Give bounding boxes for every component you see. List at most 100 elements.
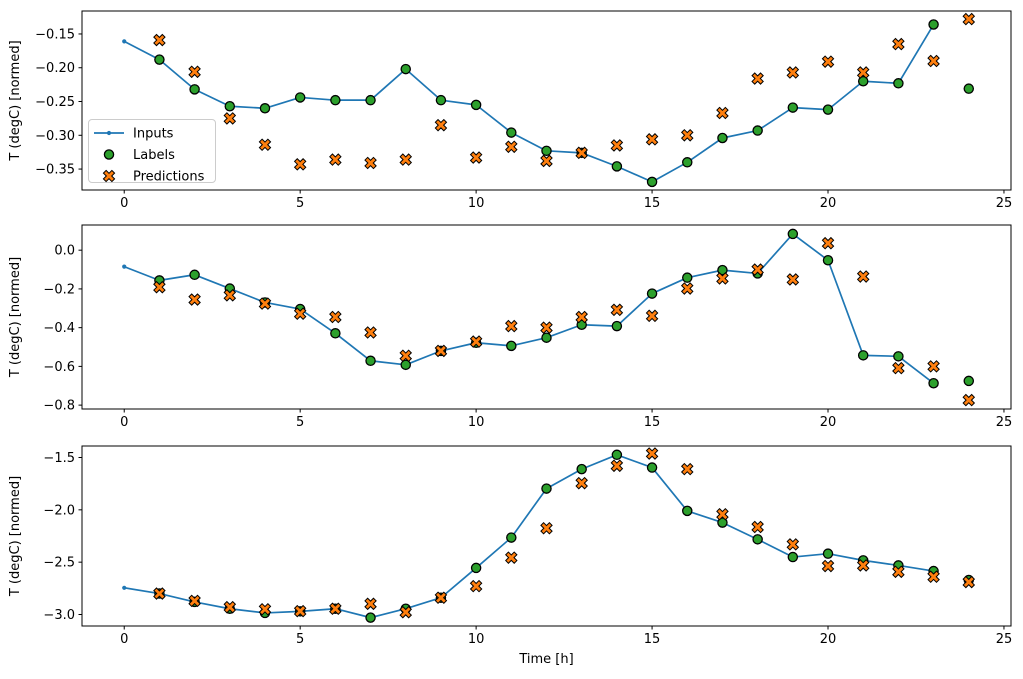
subplot-2: 0 5 10 15 20 25 0.0 −0.2 −0.4 −0.6 −0.8 T (degC) [n… (8, 224, 1013, 430)
predictions-marker (786, 66, 800, 79)
predictions-marker (680, 282, 694, 295)
labels-marker (822, 548, 834, 559)
predictions-marker (856, 270, 870, 283)
labels-marker (787, 551, 799, 563)
labels-marker (400, 63, 411, 75)
predictions-marker (223, 289, 237, 302)
x-tick-label: 25 (996, 632, 1013, 647)
y-tick-label: −0.2 (43, 282, 75, 297)
labels-marker (822, 255, 834, 266)
predictions-marker (188, 65, 201, 79)
subplot-1: 0 5 10 15 20 25 −0.15 −0.20 −0.25 −0.30 −0.35 T (de… (8, 10, 1012, 211)
predictions-marker (716, 507, 729, 521)
predictions-marker (751, 263, 764, 276)
predictions-marker (469, 151, 483, 164)
legend-box (88, 119, 216, 183)
y-tick-label: −0.4 (43, 321, 75, 336)
labels-marker (682, 157, 693, 168)
labels-marker (611, 449, 623, 461)
labels-marker (717, 132, 728, 144)
legend: Inputs Labels Predictions (88, 119, 216, 185)
predictions-marker (258, 297, 272, 310)
predictions-marker (469, 335, 483, 348)
x-tick-label: 20 (820, 632, 837, 647)
labels-marker (963, 375, 975, 387)
predictions-marker (962, 393, 976, 407)
legend-entry-labels: Labels (103, 148, 175, 163)
labels-marker (822, 104, 834, 115)
predictions-marker (434, 344, 448, 358)
predictions-marker (364, 156, 377, 170)
labels-marker (541, 332, 552, 343)
x-tick-label: 25 (996, 415, 1013, 430)
x-tick-label: 20 (820, 196, 837, 211)
labels-marker (893, 351, 904, 362)
labels-marker (541, 145, 552, 157)
predictions-marker (892, 361, 905, 375)
labels-marker (470, 562, 482, 574)
x-tick-label: 0 (120, 415, 128, 430)
labels-marker (893, 78, 904, 89)
y-tick-label: −0.30 (35, 129, 75, 144)
predictions-marker (927, 54, 940, 68)
labels-marker (752, 534, 763, 545)
predictions-marker (505, 551, 518, 564)
x-axis-label: Time [h] (518, 652, 573, 667)
labels-marker (682, 505, 693, 517)
predictions-marker (751, 72, 764, 85)
predictions-marker (329, 602, 342, 616)
legend-entry-predictions: Predictions (102, 170, 205, 185)
predictions-marker (962, 575, 976, 589)
x-tick-label: 20 (820, 415, 837, 430)
labels-marker (576, 463, 587, 475)
legend-labels-marker-sample (103, 149, 115, 160)
labels-marker (646, 176, 658, 188)
legend-entry-label: Labels (133, 148, 175, 163)
predictions-marker (610, 459, 624, 473)
x-tick-label: 15 (644, 196, 661, 211)
labels-marker (470, 99, 482, 111)
predictions-marker (364, 326, 377, 339)
predictions-marker (329, 310, 342, 324)
plot-border (81, 445, 1012, 627)
labels-marker (928, 377, 939, 389)
predictions-marker (540, 321, 553, 334)
labels-marker (330, 94, 341, 106)
labels-marker (611, 320, 623, 332)
predictions-marker (434, 591, 448, 605)
predictions-marker (223, 112, 237, 125)
labels-marker (435, 94, 447, 106)
predictions-marker (645, 447, 659, 460)
predictions-marker (716, 272, 729, 285)
predictions-marker (364, 597, 377, 611)
legend-entry-label: Inputs (133, 127, 174, 142)
inputs-line (123, 23, 935, 183)
predictions-marker (575, 310, 588, 324)
predictions-marker (821, 236, 835, 250)
y-tick-label: −0.15 (35, 27, 75, 42)
y-tick-label: −3.0 (43, 608, 75, 623)
labels-marker (963, 83, 975, 94)
predictions-marker (575, 146, 588, 160)
x-tick-label: 5 (296, 196, 304, 211)
labels-marker (224, 100, 236, 112)
predictions-marker (505, 319, 518, 333)
predictions-marker (399, 349, 413, 363)
inputs-marker (122, 585, 127, 590)
labels-marker (646, 288, 658, 299)
y-tick-label: −0.35 (35, 163, 75, 178)
labels-marker (857, 75, 869, 87)
y-tick-label: −0.6 (43, 360, 75, 375)
labels-marker (506, 340, 517, 352)
y-axis-label: T (degC) [normed] (8, 257, 23, 378)
predictions-marker (786, 273, 800, 286)
labels-marker (506, 127, 517, 138)
inputs-marker (122, 264, 127, 269)
predictions-marker (856, 66, 870, 79)
predictions-marker (329, 153, 342, 166)
predictions-marker (645, 309, 659, 323)
labels-marker (682, 272, 693, 283)
labels-marker (365, 355, 376, 367)
labels-marker (365, 612, 376, 623)
